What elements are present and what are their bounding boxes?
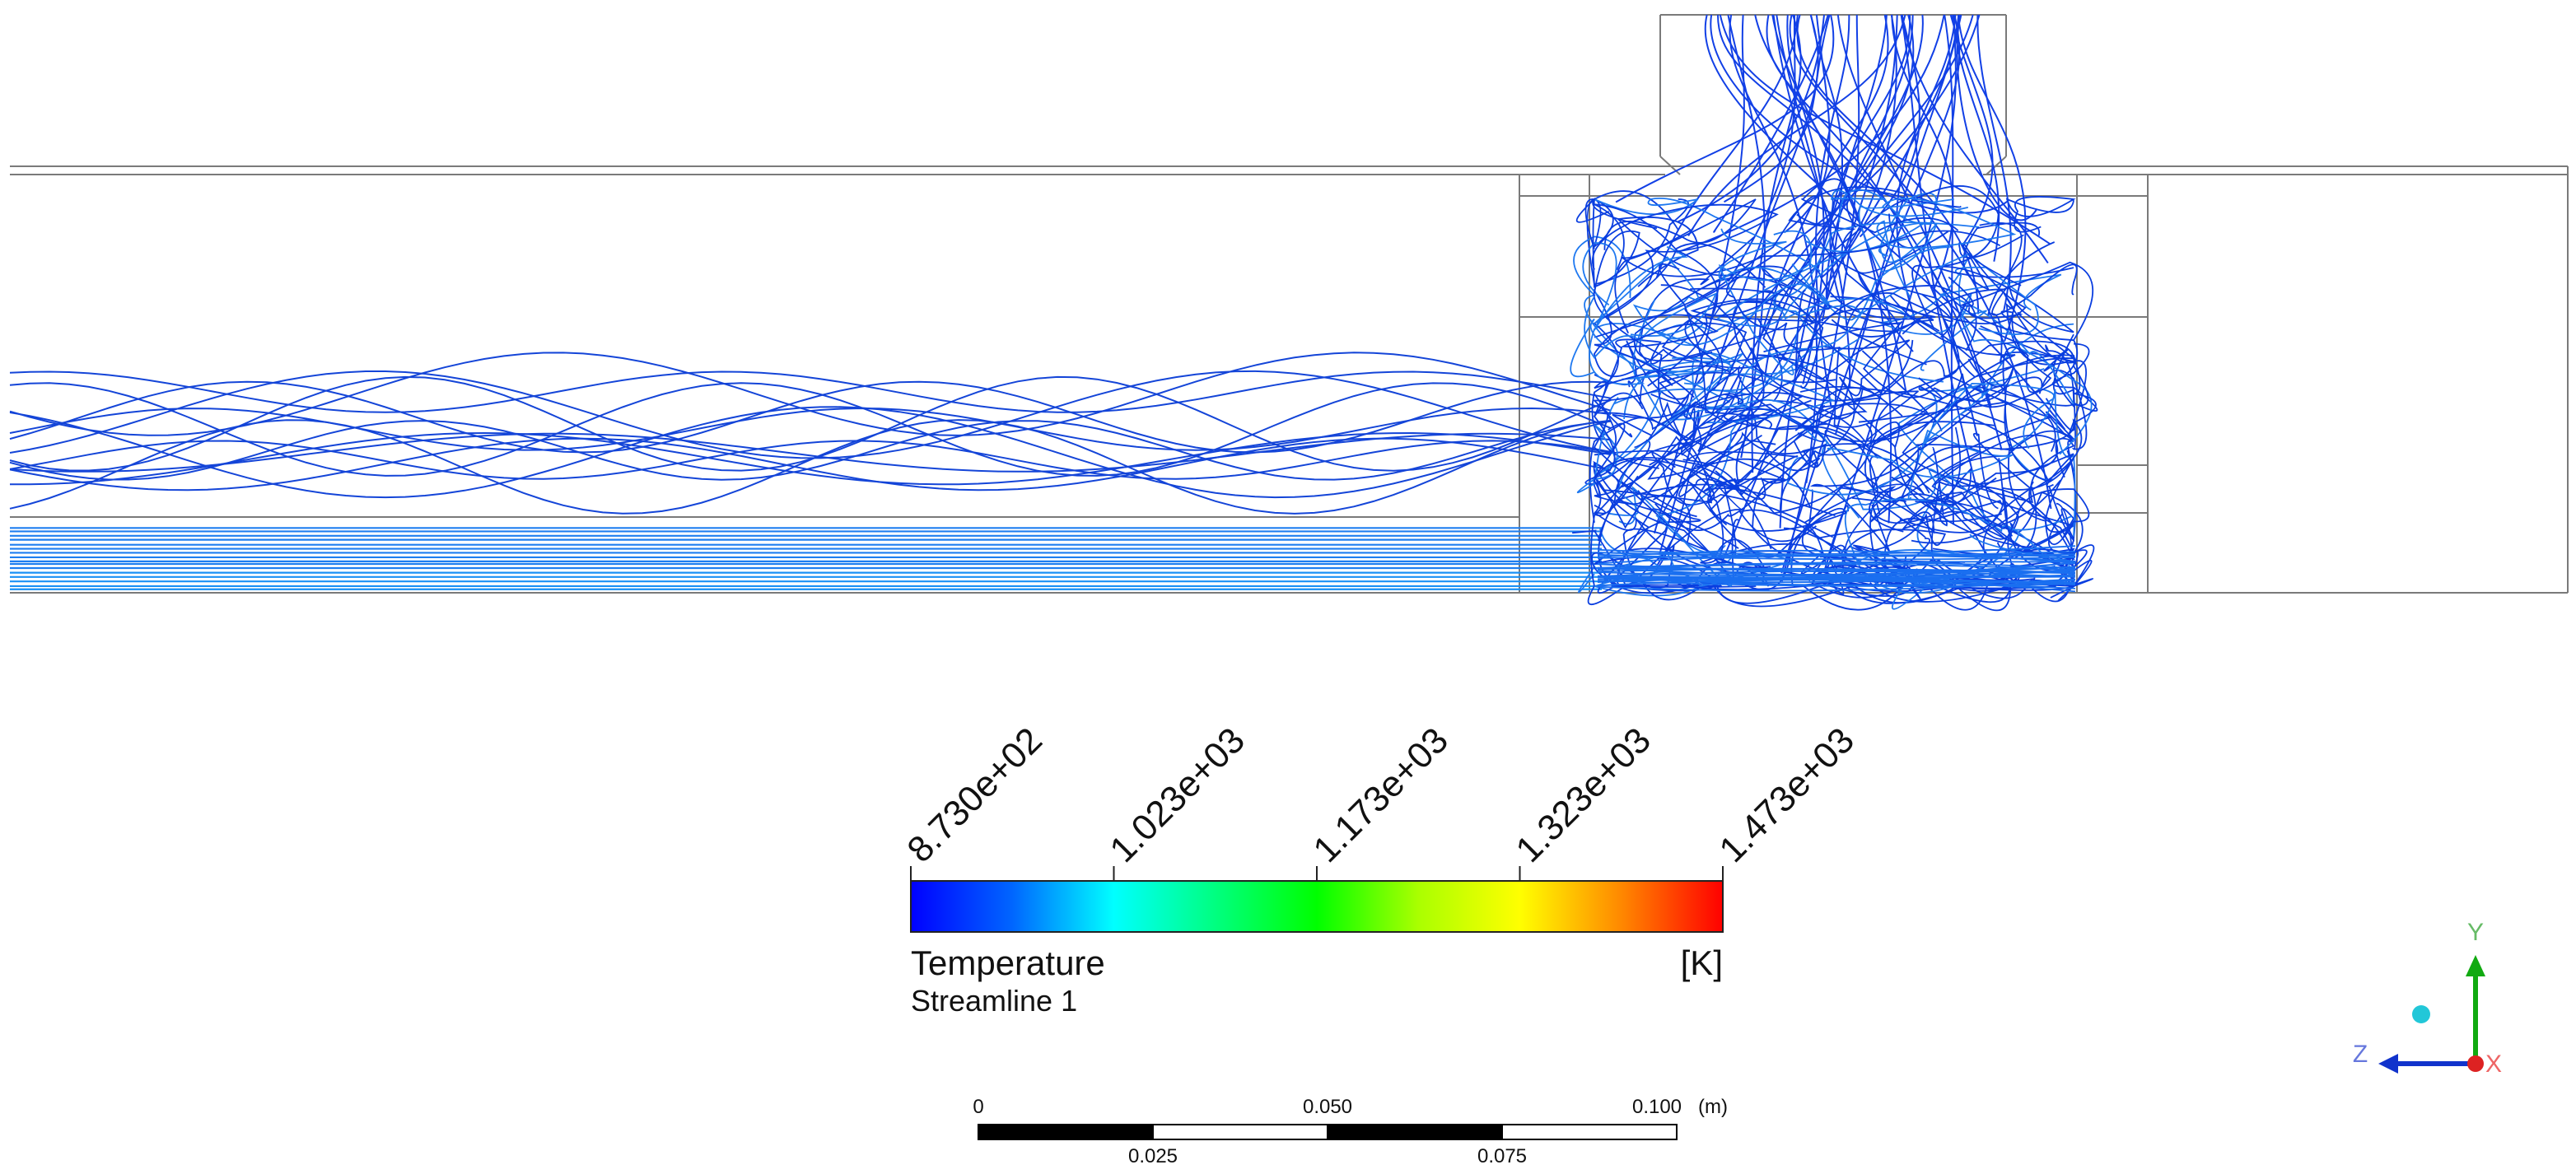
legend-subtitle: Streamline 1 bbox=[911, 984, 1077, 1018]
legend-colorbar bbox=[910, 880, 1724, 933]
geometry-outline bbox=[10, 14, 2569, 594]
scale-bar-seg-2 bbox=[1152, 1124, 1328, 1140]
scale-bar-seg-3 bbox=[1327, 1124, 1503, 1140]
axis-label-z: Z bbox=[2353, 1041, 2368, 1068]
legend-title: Temperature bbox=[911, 943, 1105, 982]
legend-tick-4: 1.473e+03 bbox=[1711, 720, 1862, 870]
axis-label-y: Y bbox=[2467, 919, 2484, 946]
axis-triad[interactable]: Y Z X bbox=[2353, 919, 2502, 1078]
scale-label-0025: 0.025 bbox=[1128, 1145, 1178, 1167]
scale-label-0075: 0.075 bbox=[1477, 1145, 1527, 1167]
legend-tick-3: 1.323e+03 bbox=[1508, 720, 1659, 870]
axis-origin-dot bbox=[2412, 1005, 2430, 1023]
scale-label-0100: 0.100 bbox=[1632, 1096, 1682, 1118]
axis-label-x: X bbox=[2485, 1051, 2502, 1078]
legend-tick-0: 8.730e+02 bbox=[899, 720, 1050, 870]
color-legend: 8.730e+02 1.023e+03 1.173e+03 1.323e+03 … bbox=[899, 720, 1862, 1018]
scale-bar: 0 0.050 0.100 (m) 0.025 0.075 bbox=[973, 1096, 1728, 1167]
legend-tick-2: 1.173e+03 bbox=[1305, 720, 1456, 870]
z-axis-arrow-icon bbox=[2378, 1054, 2398, 1074]
wavy-duct-streamlines bbox=[9, 352, 1612, 515]
scale-bar-seg-1 bbox=[978, 1124, 1154, 1140]
scale-label-0050: 0.050 bbox=[1303, 1096, 1352, 1118]
y-axis-arrow-icon bbox=[2466, 955, 2485, 976]
swirl-zone-streamlines bbox=[1570, 178, 2098, 612]
legend-tick-1: 1.023e+03 bbox=[1102, 720, 1253, 870]
scale-bar-seg-4 bbox=[1501, 1124, 1678, 1140]
scale-label-0: 0 bbox=[973, 1096, 983, 1118]
x-axis-dot-icon bbox=[2467, 1055, 2484, 1072]
legend-unit: [K] bbox=[1681, 943, 1723, 982]
scale-unit: (m) bbox=[1698, 1096, 1728, 1118]
cold-inlet-streamlines bbox=[10, 527, 1602, 590]
